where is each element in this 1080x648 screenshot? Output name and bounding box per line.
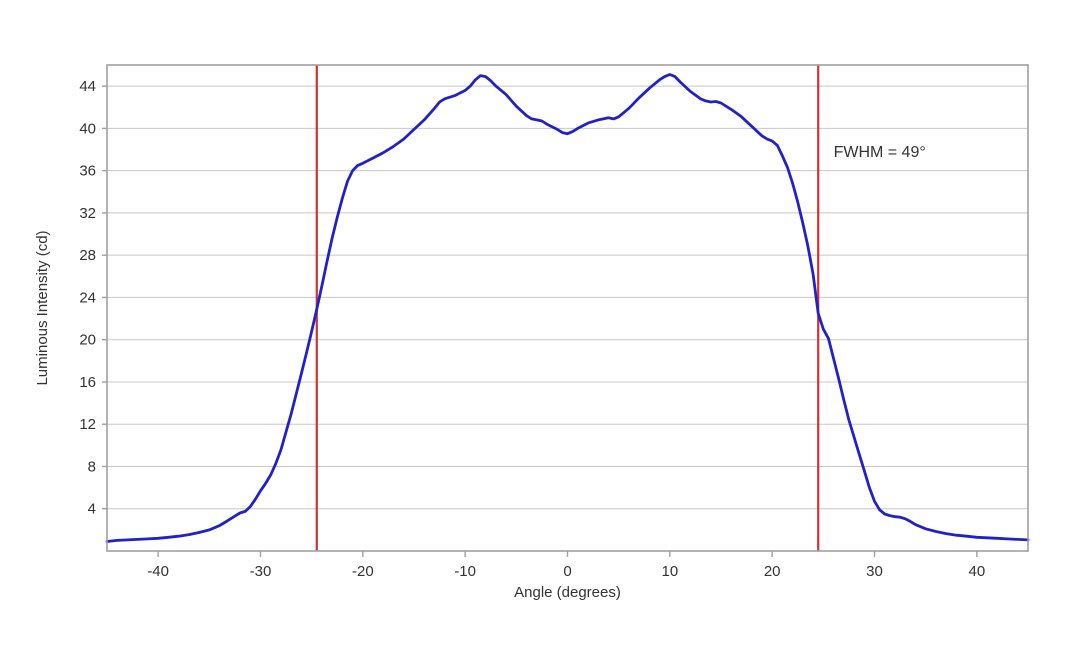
y-tick-label: 32 (79, 205, 96, 222)
y-tick-label: 24 (79, 289, 96, 306)
y-tick-label: 44 (79, 78, 96, 95)
x-tick-label: 30 (866, 563, 883, 580)
y-tick-label: 28 (79, 247, 96, 264)
x-tick-label: 40 (968, 563, 985, 580)
x-tick-label: 0 (563, 563, 571, 580)
x-tick-label: -30 (250, 563, 272, 580)
y-tick-label: 8 (88, 458, 96, 475)
y-tick-label: 4 (88, 501, 96, 518)
fwhm-marker-layer (315, 65, 820, 551)
luminous-intensity-curve (105, 73, 1030, 543)
y-axis-title: Luminous Intensity (cd) (34, 230, 51, 385)
y-tick-label: 12 (79, 416, 96, 433)
y-tick-label: 20 (79, 332, 96, 349)
fwhm-annotation: FWHM = 49° (834, 144, 926, 161)
x-tick-label: -40 (147, 563, 169, 580)
x-axis-title: Angle (degrees) (514, 584, 621, 601)
axis-layer: -40 -30 -20 -10 0 10 20 30 40 4 8 12 16 20 24 28 32 36 40 4… (79, 64, 1029, 580)
x-tick-label: -10 (454, 563, 476, 580)
plot-border (106, 64, 1029, 552)
x-tick-label: 10 (661, 563, 678, 580)
x-tick-label: -20 (352, 563, 374, 580)
x-tick-label: 20 (764, 563, 781, 580)
series-layer (105, 73, 1030, 543)
y-tick-label: 40 (79, 120, 96, 137)
y-tick-label: 36 (79, 163, 96, 180)
grid-layer (107, 85, 1028, 510)
y-tick-label: 16 (79, 374, 96, 391)
